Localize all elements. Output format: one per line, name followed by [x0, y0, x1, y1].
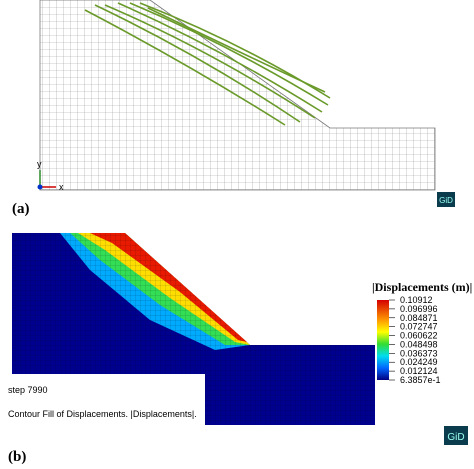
caption-text: Contour Fill of Displacements. |Displace… [8, 409, 197, 419]
panel-label: (b) [8, 449, 26, 465]
logo: GiD [447, 432, 464, 443]
axis-x: x [59, 182, 64, 192]
legend-title: |Displacements (m)| [372, 280, 472, 294]
legend-tick-label: 0.096996 [400, 304, 438, 314]
legend-tick-label: 0.072747 [400, 322, 438, 332]
legend-tick-label: 0.048498 [400, 339, 438, 349]
axis-y: y [37, 159, 42, 169]
mesh-panel [39, 0, 436, 191]
legend-tick-label: 6.3857e-1 [400, 375, 441, 385]
logo-box [437, 192, 455, 207]
panel-label: (a) [12, 201, 30, 217]
step-text: step 7990 [8, 385, 48, 395]
color-bar [377, 300, 389, 380]
logo: GiD [439, 196, 453, 205]
legend-tick-label: 0.024249 [400, 357, 438, 367]
logo-box [444, 426, 468, 445]
legend-tick-label: 0.10912 [400, 295, 433, 305]
contour-panel [0, 233, 375, 426]
legend-tick-label: 0.012124 [400, 366, 438, 376]
legend-tick-label: 0.060622 [400, 331, 438, 341]
legend-tick-label: 0.036373 [400, 348, 438, 358]
axis-triad: y x [37, 159, 64, 192]
legend-ticks: 0.109120.0969960.0848710.0727470.0606220… [389, 295, 441, 385]
legend-tick-label: 0.084871 [400, 313, 438, 323]
